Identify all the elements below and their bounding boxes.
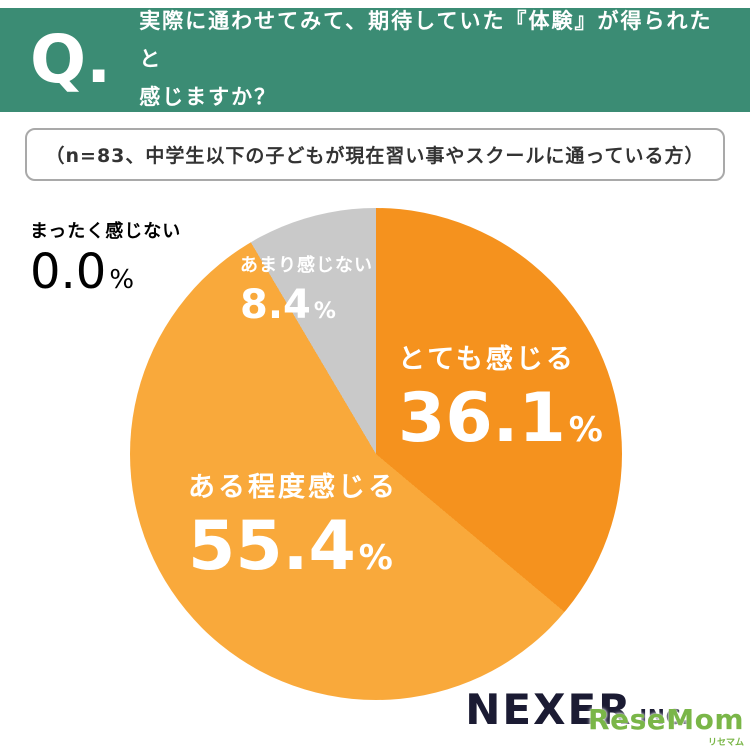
slice-label-aruteido-kanjiru: ある程度感じる 55.4 % (188, 472, 398, 586)
resemom-watermark-text: ReseMom (588, 703, 744, 736)
sample-note: （n=83、中学生以下の子どもが現在習い事やスクールに通っている方） (25, 128, 725, 181)
question-text: 実際に通わせてみて、期待していた『体験』が得られたと 感じますか？ (139, 3, 720, 116)
slice-label-amari-kanjinai: あまり感じない 8.4 % (240, 255, 373, 328)
percent-sign: % (568, 410, 603, 451)
question-header: Q. 実際に通わせてみて、期待していた『体験』が得られたと 感じますか？ (0, 8, 750, 112)
slice-value-number: 0.0 (30, 243, 107, 300)
slice-label-totemo-kanjiru: とても感じる 36.1 % (398, 344, 603, 458)
nexer-logo-text: NEXER (465, 685, 633, 734)
resemom-watermark-katakana: リセマム (707, 738, 744, 748)
slice-value: 0.0 % (30, 243, 181, 300)
percent-sign: % (313, 298, 336, 324)
q-mark: Q. (30, 21, 112, 99)
slice-value: 8.4 % (240, 282, 373, 328)
slice-name: ある程度感じる (188, 472, 398, 503)
percent-sign: % (358, 538, 393, 579)
slice-name: まったく感じない (30, 221, 182, 242)
percent-sign: % (109, 264, 135, 295)
slice-value: 55.4 % (188, 507, 398, 587)
question-line-2: 感じますか？ (139, 84, 278, 109)
slice-value-number: 36.1 (398, 379, 566, 459)
slice-value-number: 55.4 (188, 507, 356, 587)
slice-name: とても感じる (398, 344, 576, 375)
nexer-logo-suffix: INC. (639, 705, 690, 729)
pie (130, 208, 622, 700)
question-line-1: 実際に通わせてみて、期待していた『体験』が得られたと (139, 9, 713, 72)
slice-value: 36.1 % (398, 379, 603, 459)
slice-name: あまり感じない (240, 255, 373, 276)
resemom-watermark: ReseMom リセマム (588, 703, 744, 749)
nexer-logo: NEXER INC. (465, 685, 690, 734)
slice-value-number: 8.4 (240, 281, 311, 328)
slice-label-mattaku-kanjinai: まったく感じない 0.0 % (30, 221, 182, 300)
